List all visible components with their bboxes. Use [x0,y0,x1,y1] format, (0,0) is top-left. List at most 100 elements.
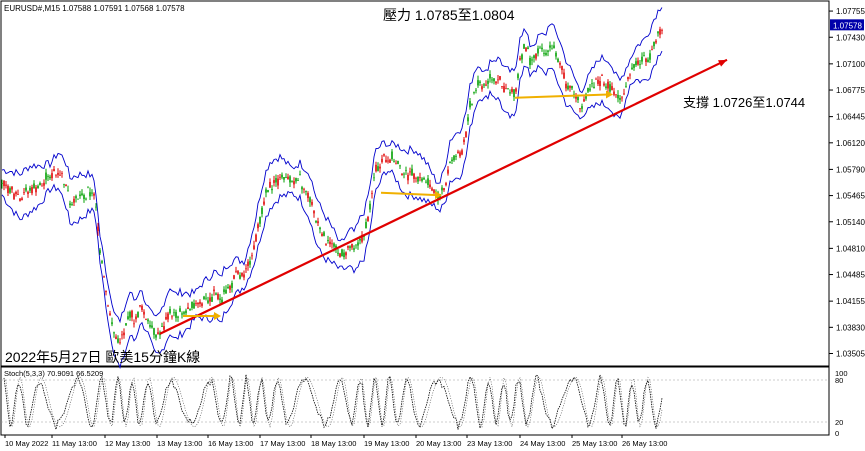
candle-body [619,97,621,100]
candle-body [15,191,17,195]
candle-body [91,192,93,194]
candle-body [645,58,647,62]
candle-body [659,29,661,35]
candle-body [197,302,199,305]
candle-body [297,180,299,182]
candle-body [49,176,51,179]
candle-body [593,86,595,88]
candle-body [567,85,569,90]
candle-body [481,86,483,90]
candle-body [653,41,655,47]
x-tick-label: 24 May 13:00 [520,439,565,448]
candle-body [395,163,397,165]
candle-body [181,313,183,315]
candle-body [465,131,467,138]
candle-body [139,305,141,307]
candle-body [163,326,165,330]
candle-body [541,47,543,50]
candle-body [167,313,169,320]
candle-body [511,88,513,92]
y-tick-label: 1.04155 [836,297,865,306]
y-tick-label: 1.03505 [836,350,865,359]
candle-body [469,101,471,108]
candle-body [445,183,447,186]
candle-body [655,40,657,43]
candle-body [247,261,249,266]
stoch-label: Stoch(5,3,3) 70.9091 66.5209 [4,369,103,378]
candle-body [523,44,525,49]
candle-body [515,88,517,92]
support-label: 支撐 1.0726至1.0744 [683,95,805,110]
candle-body [135,316,137,320]
candle-body [203,296,205,300]
candle-body [455,156,457,157]
candle-body [353,248,355,250]
candle-body [579,108,581,110]
y-tick-label: 1.06120 [836,139,865,148]
candle-body [123,332,125,336]
candle-body [263,201,265,205]
candle-body [325,244,327,245]
support-trendline [159,58,728,335]
resistance-label: 壓力 1.0785至1.0804 [383,7,515,23]
candle-body [205,297,207,299]
candle-body [195,303,197,305]
candle-body [463,139,465,143]
candle-body [129,311,131,318]
candle-body [459,152,461,157]
candle-body [613,91,615,95]
candle-body [433,189,435,193]
candle-body [617,94,619,99]
candle-body [253,245,255,250]
candle-body [443,188,445,191]
candle-body [531,59,533,61]
candle-body [375,164,377,172]
candle-body [103,276,105,278]
candle-body [399,165,401,167]
candle-body [71,204,73,206]
candle-body [65,184,67,187]
candle-body [185,310,187,314]
candle-body [571,85,573,89]
candle-body [403,173,405,175]
candle-body [251,255,253,257]
x-tick-label: 17 May 13:00 [260,439,305,448]
candle-body [165,316,167,320]
candle-body [29,187,31,191]
candle-body [615,94,617,96]
y-tick-label: 1.05790 [836,165,865,174]
candle-body [79,194,81,197]
candle-body [537,48,539,54]
candle-body [191,301,193,308]
candle-body [227,286,229,289]
y-tick-label: 1.07430 [836,33,865,42]
candle-body [47,176,49,177]
candle-body [629,74,631,76]
candle-body [449,162,451,163]
candle-body [491,79,493,81]
candle-body [549,45,551,48]
candle-body [43,182,45,186]
candle-body [473,92,475,93]
candle-body [63,183,65,185]
candle-body [69,203,71,206]
y-tick-label: 1.07100 [836,60,865,69]
candle-body [127,316,129,320]
candle-body [351,244,353,248]
candle-body [509,92,511,94]
candle-body [27,191,29,195]
candle-body [407,174,409,181]
candle-body [255,234,257,242]
candle-body [649,53,651,60]
candle-body [363,236,365,237]
candle-body [555,52,557,57]
candle-body [485,84,487,86]
candle-body [155,334,157,338]
candle-body [661,29,663,31]
candle-body [417,176,419,182]
candle-body [621,97,623,99]
candle-body [193,303,195,309]
candle-body [277,178,279,186]
candle-body [67,190,69,192]
x-tick-label: 20 May 13:00 [416,439,461,448]
